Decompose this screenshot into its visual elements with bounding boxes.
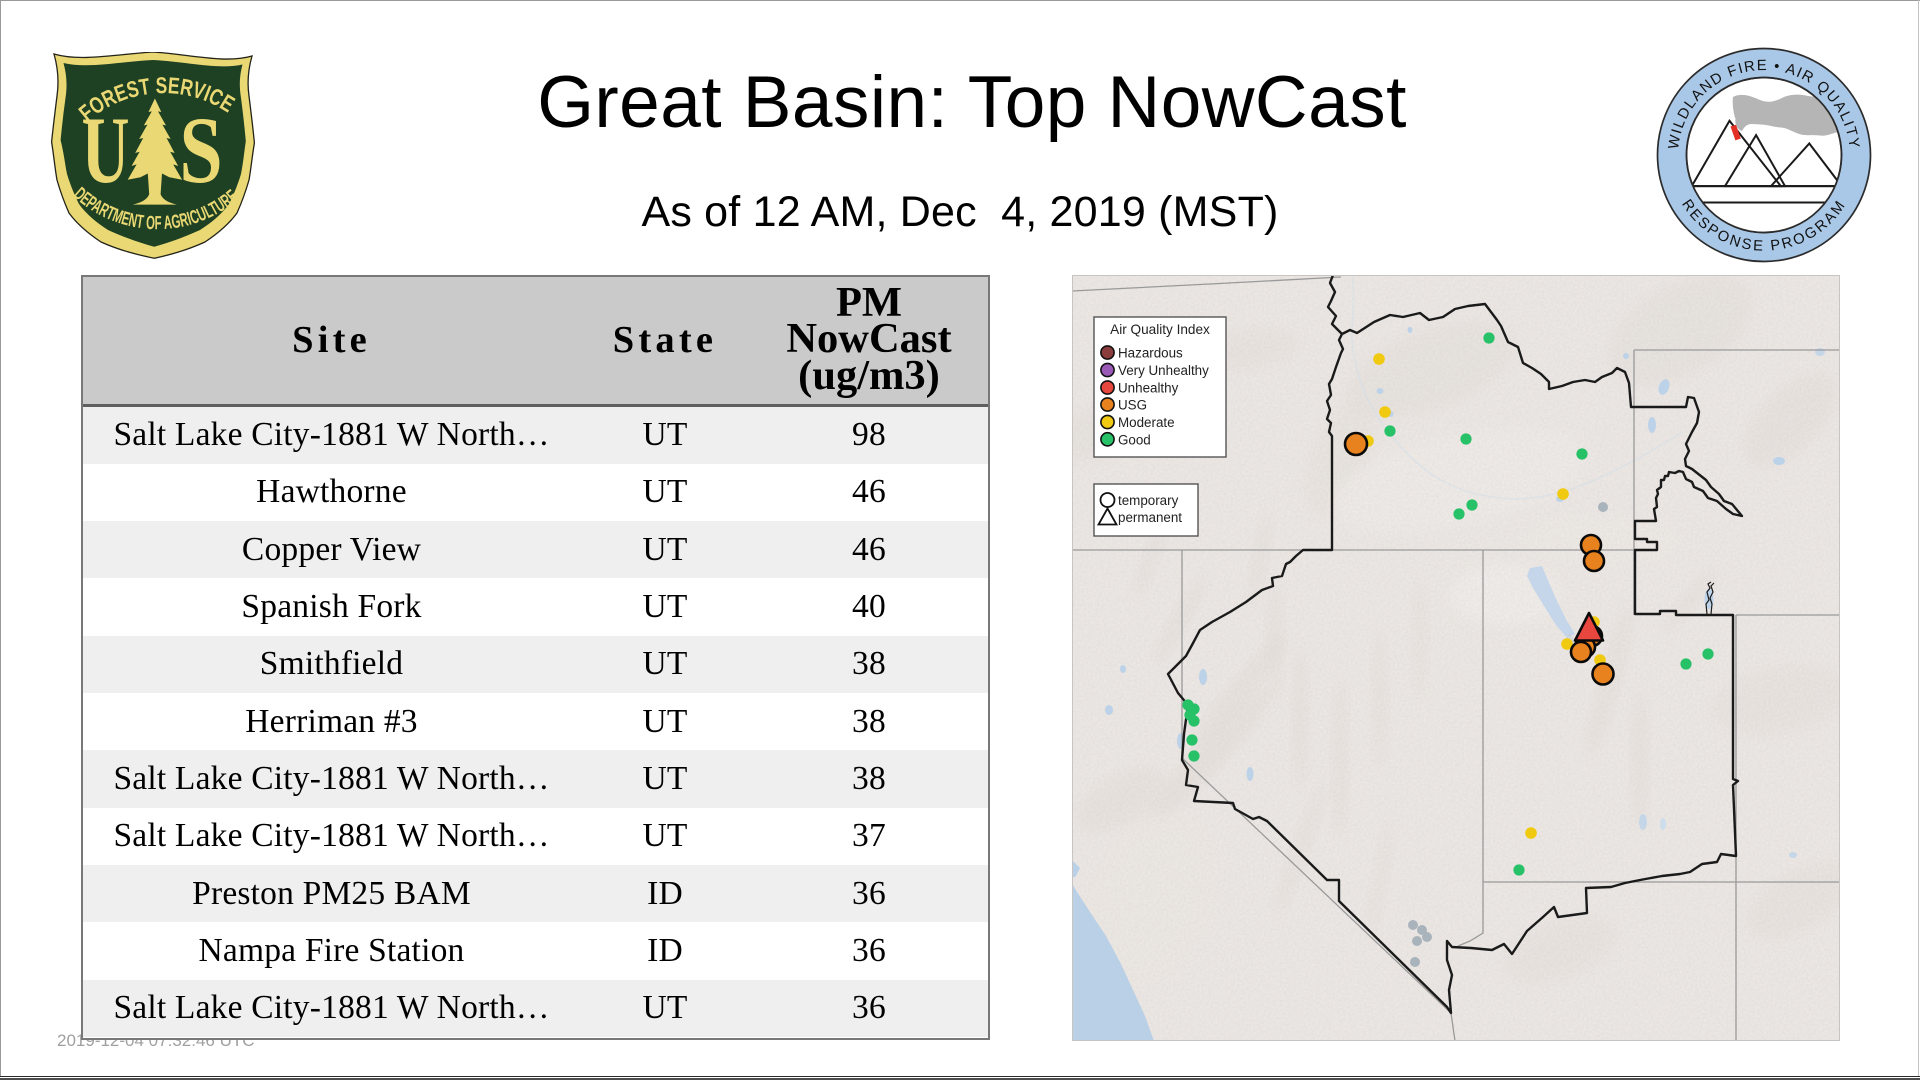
svg-text:USG: USG xyxy=(1118,398,1147,413)
svg-text:permanent: permanent xyxy=(1118,510,1182,525)
svg-text:Good: Good xyxy=(1118,432,1151,447)
svg-text:temporary: temporary xyxy=(1118,493,1179,508)
svg-text:Hazardous: Hazardous xyxy=(1118,346,1183,361)
svg-text:Very Unhealthy: Very Unhealthy xyxy=(1118,363,1209,378)
svg-text:Air Quality Index: Air Quality Index xyxy=(1110,322,1210,337)
svg-text:Moderate: Moderate xyxy=(1118,415,1175,430)
svg-text:U: U xyxy=(81,98,129,203)
svg-text:S: S xyxy=(179,98,222,203)
svg-text:Unhealthy: Unhealthy xyxy=(1118,381,1179,396)
